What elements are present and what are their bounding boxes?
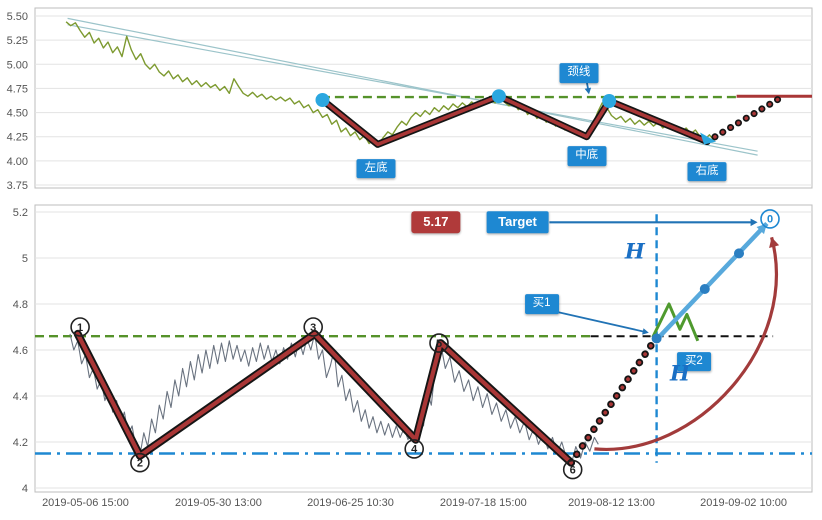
pivot-number: 5: [436, 338, 442, 350]
y-tick-label: 5: [22, 253, 28, 265]
x-tick-label: 2019-07-18 15:00: [440, 497, 527, 509]
neckline-label: 颈线: [559, 63, 599, 83]
y-tick-label: 5.25: [7, 35, 28, 47]
pivot-number: 3: [310, 322, 316, 334]
arrowhead-icon: [584, 87, 592, 95]
mid-bottom-label: 中底: [567, 146, 607, 166]
trendline: [67, 17, 758, 156]
pivot-circle: [303, 317, 324, 337]
bottom-plot-area: [34, 204, 813, 493]
h-upper-label: H: [624, 238, 645, 264]
y-tick-label: 4.75: [7, 83, 28, 95]
pivot-circle: [130, 452, 150, 473]
pivot-circle: [760, 209, 780, 229]
pivot-circle: [404, 439, 425, 459]
x-tick-label: 2019-09-02 10:00: [700, 497, 787, 509]
y-tick-label: 4.00: [7, 156, 28, 168]
zigzag-line: [75, 331, 574, 465]
y-tick-label: 5.00: [7, 59, 28, 71]
peak-dot: [315, 93, 330, 107]
y-tick-label: 3.75: [7, 180, 28, 192]
arrowhead-icon: [642, 328, 649, 335]
y-tick-label: 4.4: [13, 391, 28, 403]
pivot-number: 6: [570, 464, 576, 476]
left-bottom-label: 左底: [356, 158, 396, 179]
y-tick-label: 5.2: [13, 207, 28, 219]
pivot-circle: [70, 317, 90, 337]
pattern-overview-chart: 5.50 5.25 5.00 4.75 4.50 4.25 4.00 3.75: [7, 7, 813, 192]
target-label: Target: [486, 211, 549, 234]
buy2-label: 买2: [676, 351, 711, 372]
pivot-circle: [562, 459, 583, 480]
target-curve-arrow: [594, 236, 778, 451]
buy1-label: 买1: [524, 294, 559, 314]
projection-dot: [699, 284, 710, 294]
pivot-number: 4: [411, 444, 418, 456]
y-tick-label: 4.2: [13, 437, 28, 449]
y-tick-label: 4: [22, 483, 28, 495]
right-bottom-marker-icon: [700, 132, 717, 145]
trendline: [67, 24, 758, 152]
x-tick-label: 2019-05-30 13:00: [175, 497, 262, 509]
h-lower-label: H: [669, 360, 690, 386]
measured-price-label: 5.17: [411, 211, 461, 234]
y-tick-label: 4.50: [7, 108, 28, 120]
pivot-circle: [429, 333, 449, 353]
projection-dot: [651, 333, 662, 344]
peak-dot: [602, 94, 617, 108]
y-tick-label: 4.25: [7, 132, 28, 144]
right-bottom-label: 右底: [687, 161, 727, 182]
pivot-number: 0: [767, 214, 773, 226]
green-projection-line: [651, 302, 700, 342]
pivot-number: 1: [77, 322, 83, 334]
arrowhead-icon: [750, 218, 758, 227]
x-tick-label: 2019-06-25 10:30: [307, 497, 394, 509]
x-tick-label: 2019-08-12 13:00: [568, 497, 655, 509]
price-line: [69, 333, 599, 466]
zigzag-line: [320, 94, 709, 147]
projection-dot: [734, 248, 744, 259]
zigzag-dotted: [705, 94, 786, 144]
y-tick-label: 5.50: [7, 11, 28, 23]
y-tick-label: 4.8: [13, 299, 28, 311]
blue-projection-line: [654, 221, 769, 342]
peak-dot: [491, 89, 506, 104]
price-detail-chart: 5.2 5 4.8 4.6 4.4 4.2 4 2019-05-06 15:00 2019-05…: [13, 204, 813, 509]
y-tick-label: 4.6: [13, 345, 28, 357]
arrowhead-icon: [769, 237, 780, 248]
pivot-number: 2: [137, 458, 143, 470]
x-tick-label: 2019-05-06 15:00: [42, 497, 129, 509]
annotation-arrow: [557, 311, 647, 333]
